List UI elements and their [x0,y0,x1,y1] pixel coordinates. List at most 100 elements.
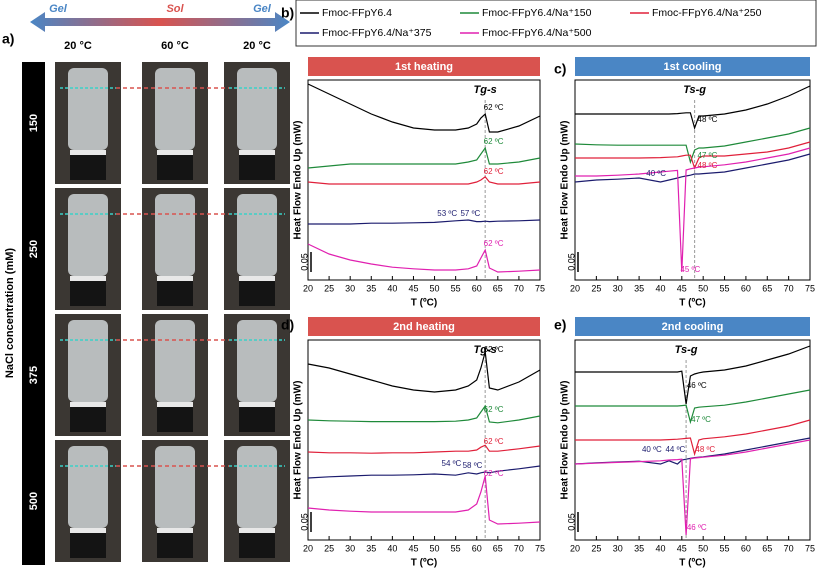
vial-cap-ring [157,402,193,407]
x-tick-label: 35 [366,283,376,293]
series-line [307,243,541,273]
x-tick-label: 75 [535,283,545,293]
panel-title: 1st heating [395,61,453,73]
x-tick-label: 55 [451,283,461,293]
x-tick-label: 60 [472,543,482,553]
series-line [575,147,811,273]
panel-title: 2nd heating [393,321,455,333]
x-tick-label: 65 [493,283,503,293]
transition-label: Ts-g [683,84,706,96]
series-line [575,419,811,457]
legend-label: Fmoc-FFpY6.4/Na⁺500 [482,27,592,39]
plot-frame [574,79,811,281]
x-tick-label: 55 [451,543,461,553]
temperature-label: 60 °C [161,40,189,52]
peak-annotation: 47 ºC [698,151,718,160]
x-tick-label: 60 [741,283,751,293]
x-tick-label: 25 [591,283,601,293]
vial-glass [237,446,277,528]
peak-annotation: 62 ºC [484,239,504,248]
x-tick-label: 45 [408,543,418,553]
vial-cap-ring [70,528,106,533]
series-line [575,389,811,425]
x-tick-label: 25 [324,543,334,553]
x-axis-label: T (ºC) [411,298,437,309]
series-line [307,83,541,133]
title-bar [308,317,540,336]
concentration-bar [22,62,45,565]
vial-glass [68,68,108,150]
legend-label: Fmoc-FFpY6.4 [322,7,392,19]
scale-bar-label: 0.05 [299,253,309,271]
x-tick-label: 50 [430,283,440,293]
peak-annotation: 44 ºC [665,445,685,454]
x-tick-label: 30 [613,283,623,293]
legend-box [295,0,817,47]
series-line [307,175,541,185]
series-line [575,141,811,170]
panel-label: e) [554,317,566,333]
x-tick-label: 35 [366,543,376,553]
x-tick-label: 70 [784,283,794,293]
vial-cap-ring [239,150,275,155]
x-tick-label: 60 [741,543,751,553]
x-tick-label: 55 [720,543,730,553]
x-tick-label: 45 [408,283,418,293]
panel-title: 2nd cooling [662,321,724,333]
x-tick-label: 75 [805,283,815,293]
y-axis-label: Heat Flow Endo Up (mW) [293,121,304,240]
x-tick-label: 25 [324,283,334,293]
peak-annotation: 62 ºC [484,405,504,414]
peak-annotation: 48 ºC [698,115,718,124]
transition-label: Ts-g [675,344,698,356]
series-line [307,146,541,169]
x-tick-label: 35 [634,543,644,553]
title-bar [575,317,810,336]
x-tick-label: 45 [677,283,687,293]
temperature-label: 20 °C [243,40,271,52]
peak-annotation: 62 ºC [484,167,504,176]
transition-label: Tg-s [474,344,497,356]
title-bar [575,57,810,76]
temperature-label: 20 °C [64,40,92,52]
peak-annotation: 54 ºC [442,459,462,468]
x-tick-label: 75 [805,543,815,553]
series-line [307,465,541,479]
peak-annotation: 45 ºC [680,265,700,274]
x-tick-label: 20 [570,543,580,553]
phase-arrow [30,12,290,32]
x-tick-label: 65 [762,543,772,553]
vial-cap-ring [239,402,275,407]
x-tick-label: 65 [493,543,503,553]
x-tick-label: 50 [698,543,708,553]
x-tick-label: 40 [655,283,665,293]
series-line [574,439,811,536]
x-tick-label: 30 [613,543,623,553]
y-axis-label: NaCl concentration (mM) [4,248,16,379]
vial-glass [155,194,195,276]
concentration-label: 150 [28,114,40,132]
scale-bar-label: 0.05 [566,253,576,271]
peak-annotation: 48 ºC [695,445,715,454]
vial-cap-ring [239,276,275,281]
x-tick-label: 30 [345,283,355,293]
y-axis-label: Heat Flow Endo Up (mW) [560,121,571,240]
vial-glass [155,68,195,150]
series-line [575,345,811,405]
x-tick-label: 40 [655,543,665,553]
vial-cap-ring [157,528,193,533]
vial-cap-ring [157,150,193,155]
plot-frame [307,339,541,541]
y-axis-label: Heat Flow Endo Up (mW) [293,381,304,500]
x-axis-label: T (ºC) [411,558,437,569]
peak-annotation: 62 ºC [484,437,504,446]
vial-glass [68,194,108,276]
vial-glass [155,446,195,528]
concentration-label: 500 [28,492,40,510]
series-line [575,85,811,130]
x-tick-label: 60 [472,283,482,293]
panel-label: d) [281,317,294,333]
vial-glass [68,446,108,528]
x-tick-label: 25 [591,543,601,553]
